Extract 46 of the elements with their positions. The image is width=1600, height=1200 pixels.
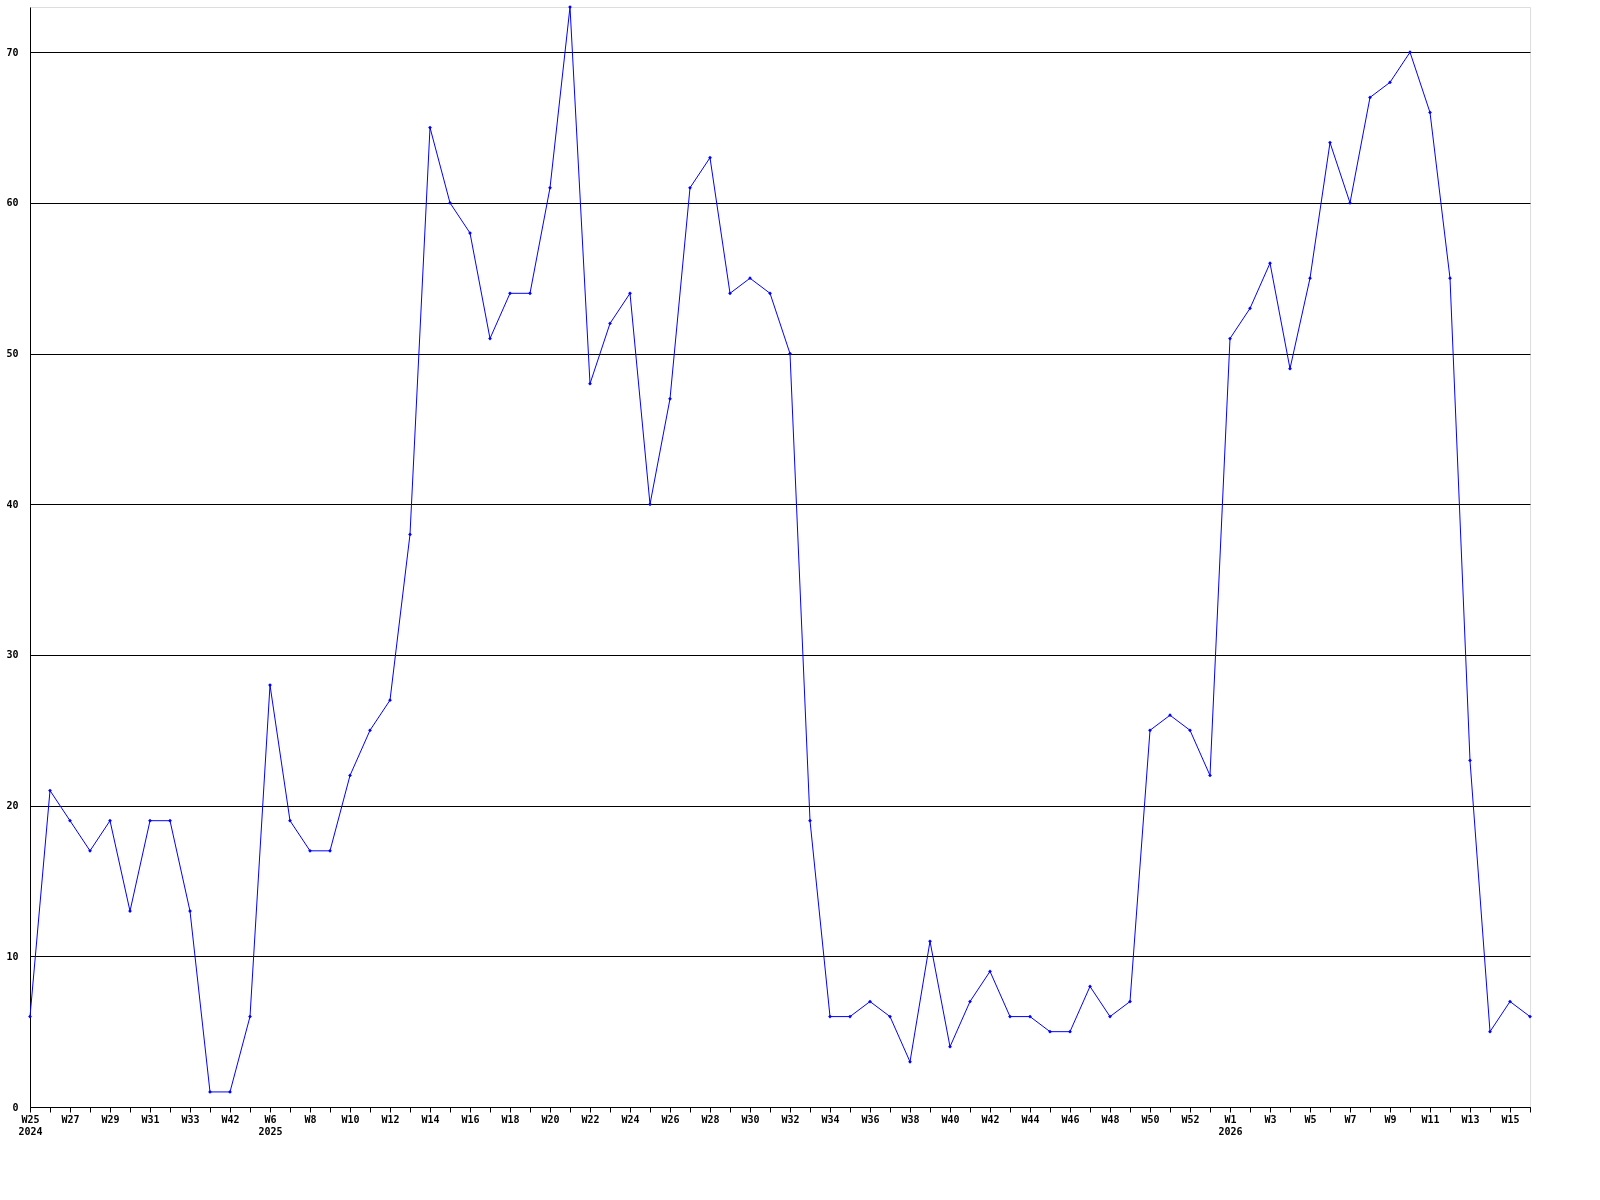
x-tick-label: W22 — [581, 1113, 600, 1125]
x-tick-label: W5 — [1304, 1113, 1317, 1125]
x-tick-label: W20 — [541, 1113, 560, 1125]
x-tick-label: W3 — [1264, 1113, 1277, 1125]
x-tick-label: W46 — [1061, 1113, 1080, 1125]
y-tick-label: 60 — [6, 197, 19, 209]
x-tick-label: W7 — [1344, 1113, 1357, 1125]
x-tick-label: W30 — [741, 1113, 760, 1125]
x-tick-label: W40 — [941, 1113, 960, 1125]
y-tick-label: 40 — [6, 498, 19, 510]
y-tick-label: 0 — [12, 1101, 19, 1113]
y-tick-label: 10 — [6, 950, 19, 962]
x-tick-label: W10 — [341, 1113, 360, 1125]
x-tick-label: W38 — [901, 1113, 920, 1125]
x-tick-label: W8 — [304, 1113, 317, 1125]
x-tick-label: W42 — [221, 1113, 240, 1125]
x-tick-label: W50 — [1141, 1113, 1160, 1125]
x-tick-label: W31 — [141, 1113, 160, 1125]
x-tick-label: W11 — [1421, 1113, 1440, 1125]
x-tick-label: W6 2025 — [258, 1113, 283, 1137]
x-tick-label: W52 — [1181, 1113, 1200, 1125]
y-tick-label: 50 — [6, 348, 19, 360]
x-tick-label: W32 — [781, 1113, 800, 1125]
x-tick-label: W14 — [421, 1113, 440, 1125]
x-tick-label: W36 — [861, 1113, 880, 1125]
x-tick-label: W33 — [181, 1113, 200, 1125]
x-tick-label: W28 — [701, 1113, 720, 1125]
y-tick-label: 30 — [6, 649, 19, 661]
x-tick-label: W44 — [1021, 1113, 1040, 1125]
x-tick-label: W1 2026 — [1218, 1113, 1243, 1137]
y-tick-label: 70 — [6, 46, 19, 58]
x-tick-label: W27 — [61, 1113, 80, 1125]
x-tick-label: W29 — [101, 1113, 120, 1125]
x-tick-label: W16 — [461, 1113, 480, 1125]
x-tick-label: W9 — [1384, 1113, 1397, 1125]
x-tick-label: W12 — [381, 1113, 400, 1125]
x-tick-label: W18 — [501, 1113, 520, 1125]
x-tick-label: W48 — [1101, 1113, 1120, 1125]
y-tick-label: 20 — [6, 800, 19, 812]
x-tick-label: W26 — [661, 1113, 680, 1125]
x-tick-label: W34 — [821, 1113, 840, 1125]
x-tick-label: W24 — [621, 1113, 640, 1125]
x-tick-label: W13 — [1461, 1113, 1480, 1125]
x-tick-label: W42 — [981, 1113, 1000, 1125]
x-tick-label: W25 2024 — [18, 1113, 43, 1137]
x-tick-label: W15 — [1501, 1113, 1520, 1125]
